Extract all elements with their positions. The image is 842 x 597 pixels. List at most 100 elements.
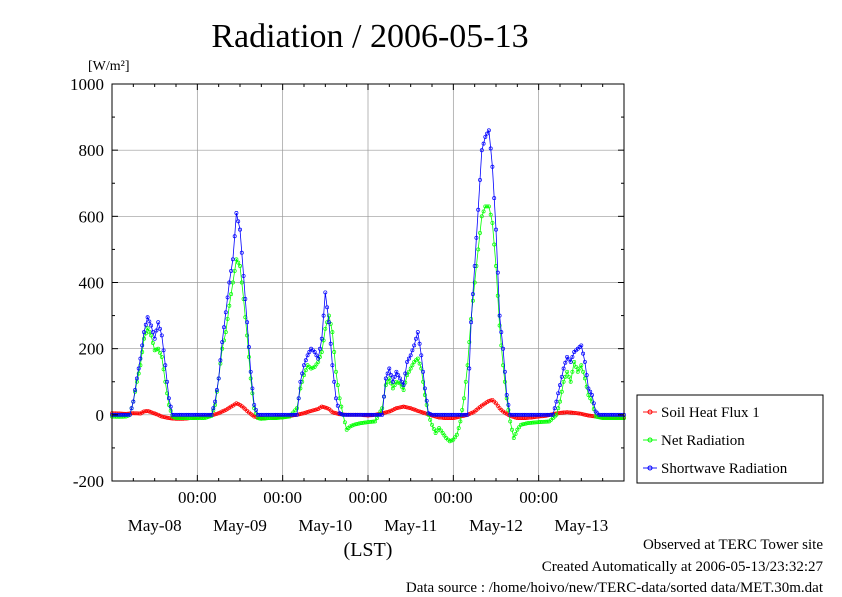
data-point xyxy=(332,379,337,384)
data-point xyxy=(492,196,497,201)
data-point xyxy=(405,405,410,410)
data-point xyxy=(202,412,207,417)
data-point xyxy=(438,428,443,433)
chart-title: Radiation / 2006-05-13 xyxy=(211,18,528,55)
data-point xyxy=(558,383,562,388)
data-point xyxy=(499,330,504,335)
data-point xyxy=(570,410,575,415)
y-tick-label: 0 xyxy=(96,406,105,425)
data-point xyxy=(531,412,536,417)
data-point xyxy=(339,412,344,416)
data-point xyxy=(469,411,474,416)
data-point xyxy=(492,242,497,247)
data-point xyxy=(214,411,219,416)
data-point xyxy=(149,323,154,328)
data-point xyxy=(435,428,440,433)
data-point xyxy=(456,426,461,431)
data-point xyxy=(307,409,312,414)
data-point xyxy=(563,360,568,365)
data-point xyxy=(366,412,370,417)
data-point xyxy=(613,412,618,417)
data-point xyxy=(170,412,175,417)
data-point xyxy=(485,131,490,136)
data-point xyxy=(389,373,394,378)
data-point xyxy=(385,371,390,376)
data-point xyxy=(479,214,484,219)
data-point xyxy=(566,357,571,362)
data-point xyxy=(364,412,369,417)
data-point xyxy=(515,412,520,417)
data-point xyxy=(147,409,152,414)
data-point xyxy=(538,412,543,417)
data-point xyxy=(584,413,589,418)
data-point xyxy=(214,388,219,392)
x-tick-time-label: 00:00 xyxy=(263,488,302,507)
data-point xyxy=(524,421,529,426)
data-point xyxy=(261,412,266,417)
data-point xyxy=(582,412,587,417)
data-point xyxy=(159,414,164,419)
data-point xyxy=(165,415,170,420)
data-point xyxy=(387,409,392,414)
data-point xyxy=(357,412,362,417)
data-point xyxy=(207,412,212,417)
data-point xyxy=(422,386,427,391)
data-point xyxy=(142,409,146,414)
data-point xyxy=(305,410,310,414)
data-point xyxy=(542,412,546,417)
y-tick-label: 1000 xyxy=(70,75,104,94)
data-point xyxy=(309,366,314,371)
data-point xyxy=(424,398,429,403)
data-point xyxy=(181,412,186,417)
legend-swatch-marker xyxy=(647,409,653,415)
data-point xyxy=(559,374,564,379)
data-point xyxy=(463,379,468,384)
data-point xyxy=(611,412,616,417)
data-point xyxy=(243,297,248,301)
data-point xyxy=(159,333,164,338)
data-point xyxy=(230,257,235,262)
data-point xyxy=(453,435,458,440)
data-point xyxy=(513,431,518,436)
data-point xyxy=(335,383,340,388)
data-point xyxy=(150,340,155,345)
data-point xyxy=(138,363,143,368)
data-point xyxy=(188,412,193,417)
data-point xyxy=(396,405,401,410)
data-point xyxy=(552,406,557,411)
data-point xyxy=(415,408,420,413)
data-point xyxy=(284,412,289,417)
x-tick-date-label: May-09 xyxy=(213,516,267,535)
data-point xyxy=(314,353,319,358)
data-point xyxy=(348,424,353,429)
data-point xyxy=(305,353,310,358)
data-point xyxy=(390,379,395,384)
data-point xyxy=(474,235,479,240)
data-point xyxy=(579,343,584,348)
data-point xyxy=(488,398,493,403)
data-point xyxy=(342,420,347,425)
data-point xyxy=(303,410,308,415)
data-point xyxy=(389,408,394,413)
legend-box xyxy=(636,394,824,484)
data-point xyxy=(561,366,566,371)
data-point xyxy=(403,405,408,409)
data-point xyxy=(520,422,525,427)
data-point xyxy=(486,204,491,209)
data-point xyxy=(291,412,296,417)
data-point xyxy=(442,433,447,438)
data-point xyxy=(332,410,337,415)
legend-swatch-marker xyxy=(647,437,653,443)
data-point xyxy=(357,421,362,426)
data-point xyxy=(540,412,545,417)
data-point xyxy=(168,404,173,409)
legend-swatch-marker xyxy=(647,465,653,471)
data-point xyxy=(385,379,390,384)
data-point xyxy=(559,389,564,394)
data-point xyxy=(286,412,290,417)
data-point xyxy=(158,413,162,418)
data-point xyxy=(417,341,422,346)
data-point xyxy=(549,412,554,417)
data-point xyxy=(586,393,591,397)
data-point xyxy=(220,409,225,414)
